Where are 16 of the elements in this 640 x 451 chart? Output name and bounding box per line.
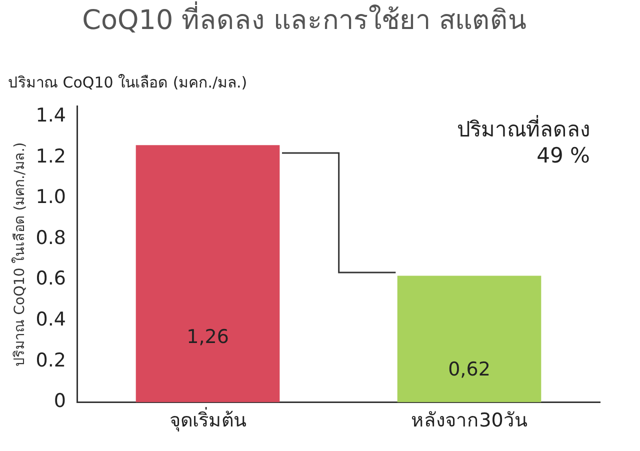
chart-title: CoQ10 ที่ลดลง และการใช้ยา สแตติน <box>82 1 526 36</box>
x-tick-label: หลังจาก30วัน <box>411 410 528 432</box>
y-tick-label: 1.2 <box>36 145 66 168</box>
annotation: ปริมาณที่ลดลง 49 % <box>457 114 590 168</box>
data-label: 0,62 <box>448 358 490 381</box>
y-tick-label: 0.4 <box>36 308 66 331</box>
y-tick-label: 0.8 <box>36 226 66 249</box>
y-tick-label: 0.2 <box>36 349 66 372</box>
chart-subtitle: ปริมาณ CoQ10 ในเลือด (มคก./มล.) <box>8 73 248 92</box>
y-axis-title: ปริมาณ CoQ10 ในเลือด (มคก./มล.) <box>11 142 28 366</box>
y-tick-label: 0.6 <box>36 268 66 290</box>
y-tick-label: 1.4 <box>36 104 66 127</box>
x-tick-label: จุดเริ่มต้น <box>169 406 246 433</box>
y-tick-label: 1.0 <box>36 186 66 208</box>
y-tick-label: 0 <box>54 390 66 412</box>
data-label: 1,26 <box>186 326 229 348</box>
